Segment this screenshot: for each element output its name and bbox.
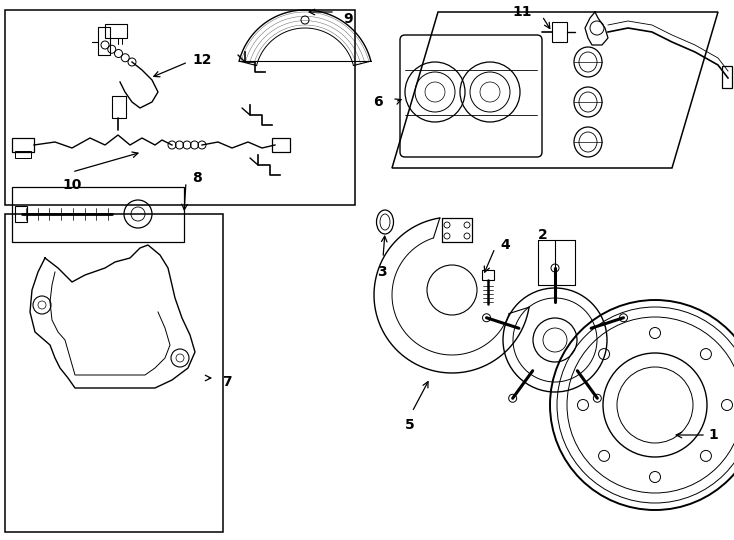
Bar [105,24,127,38]
Circle shape [551,264,559,272]
Text: 5: 5 [405,418,415,432]
Bar [5,10,355,205]
Text: 6: 6 [374,95,383,109]
Bar [112,96,126,118]
Text: 1: 1 [708,428,718,442]
Bar [98,27,110,55]
Text: 2: 2 [538,228,548,242]
Text: 9: 9 [344,12,353,26]
Bar [482,270,494,280]
Text: 3: 3 [377,265,387,279]
Bar [12,187,184,242]
Bar [272,138,290,152]
Text: 12: 12 [192,53,211,67]
Bar [552,22,567,42]
Text: 4: 4 [500,238,509,252]
Bar [5,214,223,532]
Circle shape [509,394,517,402]
Text: 11: 11 [512,5,532,19]
Circle shape [482,314,490,322]
Circle shape [593,394,601,402]
Text: 8: 8 [192,171,202,185]
Bar [15,151,31,158]
Text: 10: 10 [62,178,81,192]
Circle shape [619,314,628,322]
Bar [12,138,34,152]
Text: 7: 7 [222,375,232,389]
Bar [722,66,732,88]
Bar [15,206,27,222]
